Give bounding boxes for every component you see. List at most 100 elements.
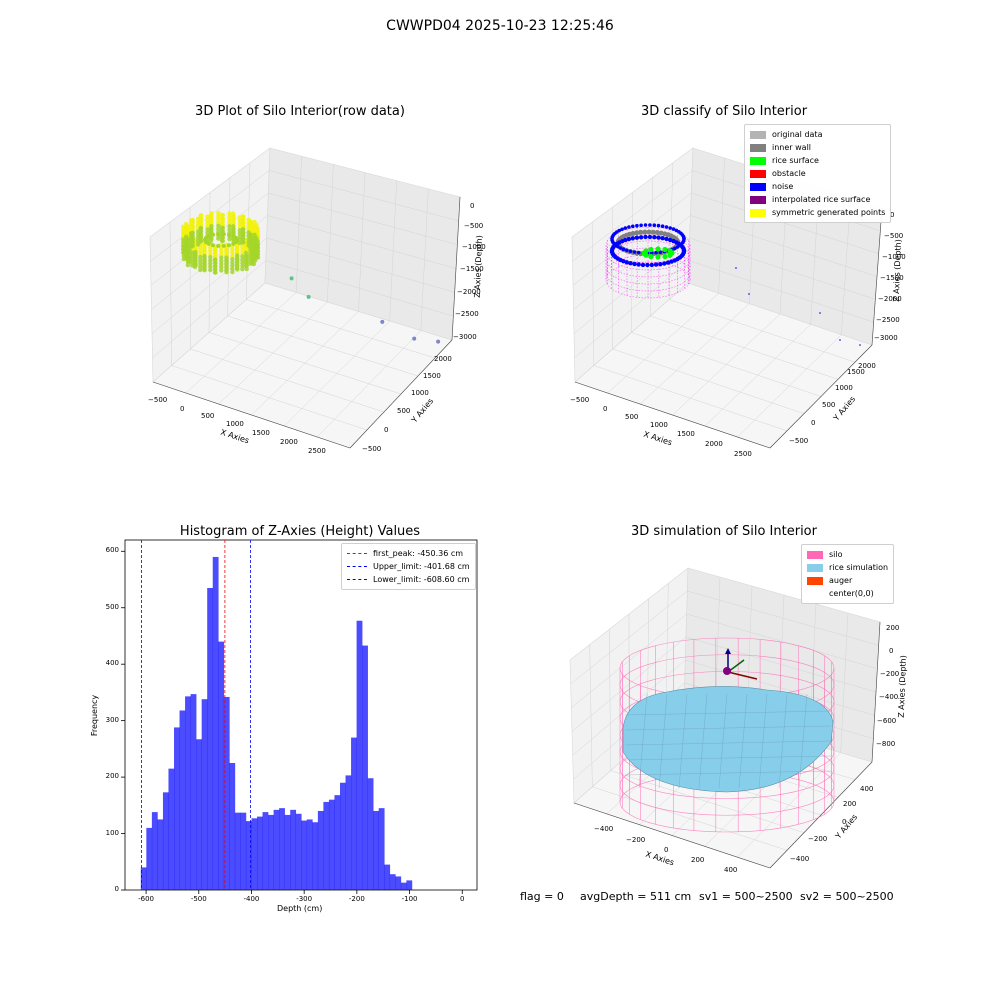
histogram-vlines <box>141 540 252 890</box>
histogram-bar <box>339 782 346 890</box>
noise-point <box>623 237 628 243</box>
panel1-3d-axes <box>149 147 461 449</box>
surface-point <box>219 261 224 267</box>
noise-point <box>628 249 633 253</box>
p1-ytick: 1000 <box>411 389 429 397</box>
p2-legend-label: original data <box>772 130 823 139</box>
surface-point <box>227 217 232 223</box>
surface-point <box>212 247 218 253</box>
surface-point <box>224 252 229 257</box>
surface-point <box>231 241 236 246</box>
inner-wall-point <box>638 229 644 235</box>
noise-point <box>748 293 750 295</box>
surface-point <box>230 266 235 271</box>
surface-point <box>208 248 213 253</box>
p1-ztick: −1000 <box>462 243 486 251</box>
surface-point <box>219 265 224 270</box>
surface-point <box>209 211 214 216</box>
surface-point <box>224 268 229 273</box>
p1-ytick: 0 <box>384 426 389 434</box>
p2-legend-label: rice surface <box>772 156 819 165</box>
p2-legend-label: obstacle <box>772 169 806 178</box>
noise-point <box>632 261 637 267</box>
p3-xtick-label: -400 <box>243 895 260 903</box>
rice-surface-point <box>648 246 654 253</box>
panel3-title: Histogram of Z-Axies (Height) Values <box>179 524 421 539</box>
surface-point <box>198 261 203 266</box>
surface-point <box>224 249 229 254</box>
histogram-bar <box>185 696 191 890</box>
p3-ytick-label: 100 <box>105 828 119 837</box>
panel3-histogram-axes <box>121 539 478 894</box>
surface-point <box>198 229 204 234</box>
surface-point <box>208 261 213 266</box>
histogram-bar <box>362 645 368 890</box>
grid-line <box>737 752 841 858</box>
p4-ztick: −200 <box>880 670 900 678</box>
p3-ytick-label: 400 <box>105 659 119 668</box>
p1-ytick: 2000 <box>434 355 452 363</box>
p4-ytick: 200 <box>843 800 857 808</box>
surface-point <box>211 232 215 237</box>
p3-legend-line <box>347 566 367 567</box>
surface-point <box>248 245 253 250</box>
info-sv2: sv2 = 500~2500 <box>800 890 894 903</box>
rice-mesh-line <box>624 710 832 716</box>
p4-legend-swatch <box>807 563 823 572</box>
surface-point <box>208 264 213 269</box>
outlier-point <box>380 319 385 324</box>
p2-legend-label: symmetric generated points <box>772 208 886 217</box>
surface-point <box>209 227 214 232</box>
interpolated-ring <box>605 261 691 299</box>
noise-point <box>638 235 644 240</box>
histogram-bar <box>196 739 202 890</box>
noise-point <box>643 234 648 240</box>
rice-mesh-line <box>624 725 832 731</box>
p4-xtick: 200 <box>691 856 705 864</box>
p3-ytick-label: 0 <box>114 885 119 893</box>
noise-point <box>621 247 626 251</box>
surface-point <box>198 254 203 260</box>
histogram-bar <box>168 768 175 890</box>
rice-mesh-line <box>624 770 832 776</box>
surface-point <box>227 232 231 237</box>
rice-mesh-line <box>798 693 808 789</box>
p4-ztick: −400 <box>879 693 899 701</box>
surface-point <box>212 267 218 272</box>
noise-point <box>664 236 669 242</box>
surface-point <box>244 266 249 272</box>
surface-point <box>216 232 221 237</box>
histogram-bar <box>290 809 297 890</box>
surface-point <box>183 221 189 227</box>
histogram-bar <box>367 778 374 890</box>
histogram-bar <box>279 808 285 890</box>
noise-point <box>653 262 659 267</box>
noise-point <box>632 250 637 254</box>
grid-line <box>152 260 266 359</box>
p3-ytick-label: 600 <box>105 546 119 555</box>
histogram-bar <box>174 727 180 890</box>
p2-ztick: −2500 <box>876 316 900 324</box>
surface-point <box>230 250 235 255</box>
p1-xtick: −500 <box>148 396 168 404</box>
histogram-bar <box>378 808 385 890</box>
p2-legend-label: noise <box>772 182 794 191</box>
noise-point <box>654 250 658 255</box>
p2-ztick: −3000 <box>874 334 898 342</box>
p2-legend-item: noise <box>750 180 885 193</box>
noise-point <box>660 236 665 241</box>
noise-point <box>839 339 841 341</box>
surface-point <box>220 238 225 244</box>
surface-point <box>212 254 218 259</box>
noise-point <box>617 228 621 233</box>
noise-point <box>640 262 646 268</box>
surface-point <box>198 267 203 273</box>
surface-point <box>212 251 218 256</box>
surface-point <box>255 251 260 257</box>
p2-legend-item: rice surface <box>750 154 885 167</box>
p3-ytick-label: 300 <box>105 715 119 724</box>
p2-ytick: 1500 <box>847 368 865 376</box>
surface-point <box>230 269 235 275</box>
p2-legend-swatch <box>750 208 766 217</box>
p3-xlabel: Depth (cm) <box>277 904 323 913</box>
